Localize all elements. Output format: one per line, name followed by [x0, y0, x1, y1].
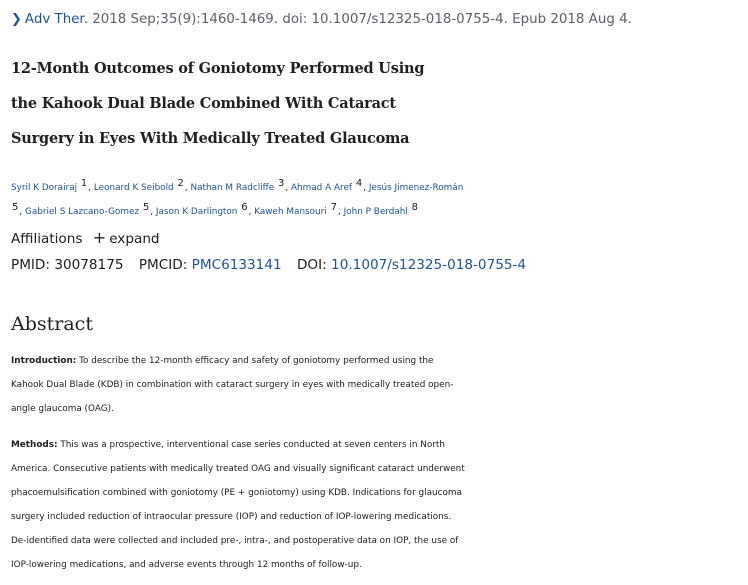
abstract-methods: Methods: This was a prospective, interve…: [11, 433, 741, 577]
affiliation-number[interactable]: 3: [277, 178, 285, 189]
affiliation-number[interactable]: 5: [142, 202, 150, 213]
affiliations-label: Affiliations: [11, 231, 83, 247]
author-link[interactable]: Jesús Jimenez-Román: [368, 183, 464, 193]
citation-details: 2018 Sep;35(9):1460-1469. doi: 10.1007/s…: [92, 12, 632, 27]
author-link[interactable]: Gabriel S Lazcano-Gomez: [25, 207, 140, 217]
author-link[interactable]: Nathan M Radcliffe: [190, 183, 275, 193]
affiliation-number[interactable]: 4: [355, 178, 363, 189]
article-title: 12-Month Outcomes of Goniotomy Performed…: [11, 51, 741, 156]
pmcid-label: PMCID:: [138, 257, 188, 273]
pmcid-link[interactable]: PMC6133141: [191, 257, 282, 273]
paragraph-line: America. Consecutive patients with medic…: [11, 464, 465, 474]
paragraph-line: IOP-lowering medications, and adverse ev…: [11, 560, 362, 570]
paragraph-line: surgery included reduction of intraocula…: [11, 512, 452, 522]
author-line: Syril K Dorairaj 1, Leonard K Seibold 2,…: [11, 178, 464, 194]
author-link[interactable]: Syril K Dorairaj: [11, 183, 78, 193]
doi-link[interactable]: 10.1007/s12325-018-0755-4: [331, 257, 527, 273]
identifiers-row: PMID: 30078175 PMCID: PMC6133141 DOI: 10…: [11, 255, 526, 275]
pmid-value: 30078175: [54, 257, 124, 273]
author-link[interactable]: Jason K Darlington: [155, 207, 238, 217]
paragraph-line: phacoemulsification combined with goniot…: [11, 488, 462, 498]
pmid-label: PMID:: [11, 257, 50, 273]
affiliation-number[interactable]: 7: [330, 202, 337, 213]
introduction-label: Introduction:: [11, 356, 77, 366]
affiliations-row: Affiliations + expand: [11, 228, 160, 249]
affiliation-number[interactable]: 2: [177, 178, 184, 189]
affiliation-number[interactable]: 8: [411, 202, 419, 213]
paragraph-line: Kahook Dual Blade (KDB) in combination w…: [11, 380, 454, 390]
title-line: the Kahook Dual Blade Combined With Cata…: [11, 95, 396, 112]
journal-link[interactable]: Adv Ther.: [24, 12, 88, 27]
citation-line: ❯ Adv Ther. 2018 Sep;35(9):1460-1469. doi…: [11, 10, 632, 30]
chevron-right-icon[interactable]: ❯: [11, 12, 22, 27]
paragraph-text: To describe the 12-month efficacy and sa…: [79, 356, 434, 366]
author-link[interactable]: John P Berdahl: [343, 207, 408, 217]
author-link[interactable]: Ahmad A Aref: [290, 183, 353, 193]
paragraph-line: angle glaucoma (OAG).: [11, 404, 114, 414]
author-line: 5, Gabriel S Lazcano-Gomez 5, Jason K Da…: [12, 202, 419, 218]
methods-label: Methods:: [11, 440, 58, 450]
affiliation-number[interactable]: 5: [12, 202, 19, 213]
paragraph-line: Introduction: To describe the 12-month e…: [11, 349, 741, 373]
doi-label: DOI:: [296, 257, 327, 273]
author-link[interactable]: Kaweh Mansouri: [254, 207, 327, 217]
paragraph-text: This was a prospective, interventional c…: [60, 440, 446, 450]
expand-label: expand: [109, 231, 160, 247]
title-line: 12-Month Outcomes of Goniotomy Performed…: [11, 60, 425, 77]
author-list: Syril K Dorairaj 1, Leonard K Seibold 2,…: [11, 176, 741, 224]
affiliations-expand-button[interactable]: + expand: [92, 228, 160, 247]
abstract-heading: Abstract: [11, 313, 93, 335]
title-line: Surgery in Eyes With Medically Treated G…: [11, 130, 410, 147]
affiliation-number[interactable]: 6: [241, 202, 248, 213]
paragraph-line: Methods: This was a prospective, interve…: [11, 433, 741, 457]
abstract-introduction: Introduction: To describe the 12-month e…: [11, 349, 741, 421]
author-link[interactable]: Leonard K Seibold: [93, 183, 174, 193]
paragraph-line: De-identified data were collected and in…: [11, 536, 459, 546]
plus-icon: +: [92, 228, 107, 247]
affiliation-number[interactable]: 1: [80, 178, 88, 189]
